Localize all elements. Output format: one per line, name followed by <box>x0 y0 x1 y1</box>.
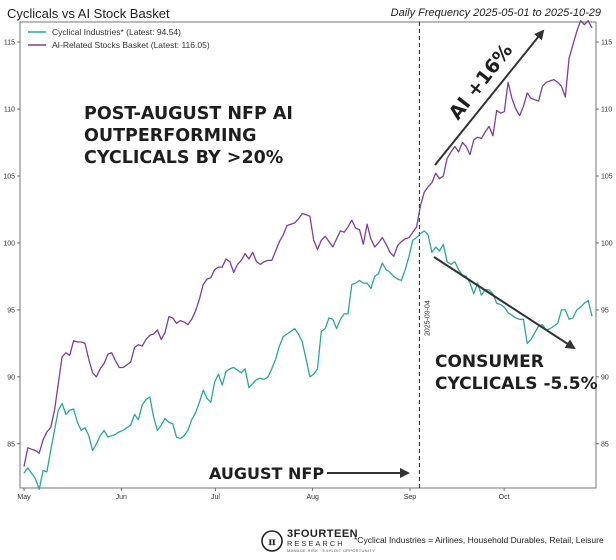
brand-logo-ring <box>261 530 283 552</box>
y-tick-label: 105 <box>601 173 613 180</box>
brand-logo: π 3FOURTEEN RESEARCH MANAGE RISK · EXPLO… <box>261 528 375 553</box>
x-tick-label-aug: Aug <box>306 494 319 501</box>
nfp-date-label: 2025-09-04 <box>424 300 431 336</box>
y-tick-label: 110 <box>4 107 15 114</box>
ai-trend-arrow <box>434 29 545 166</box>
brand-name: 3FOURTEEN <box>287 528 358 540</box>
legend-label-ai: AI-Related Stocks Basket (Latest: 116.05… <box>52 40 210 50</box>
y-tick-label: 95 <box>601 307 609 314</box>
series-line-ai-basket <box>23 20 593 467</box>
y-tick-label: 95 <box>7 307 15 314</box>
y-tick-label: 85 <box>601 441 609 448</box>
ai-gain-label: AI +16% <box>445 40 518 124</box>
footnote: *Cyclical Industries = Airlines, Househo… <box>354 535 604 545</box>
plot-frame <box>19 21 597 489</box>
y-tick-label: 90 <box>601 374 609 381</box>
x-tick-label-jun: Jun <box>116 494 127 501</box>
headline-line-3: CYCLICALS BY >20% <box>84 148 283 168</box>
chart-subtitle: Daily Frequency 2025-05-01 to 2025-10-29 <box>391 7 601 19</box>
y-tick-label: 90 <box>7 374 15 381</box>
chart-title: Cyclicals vs AI Stock Basket <box>7 6 170 21</box>
headline-line-2: OUTPERFORMING <box>84 126 257 146</box>
x-tick-label-jul: Jul <box>211 494 220 501</box>
x-tick-label-oct: Oct <box>499 494 510 501</box>
cyclical-trend-arrow <box>433 256 576 350</box>
y-tick-label: 100 <box>3 240 15 247</box>
y-tick-label: 105 <box>3 173 15 180</box>
legend-label-cyclical: Cyclical Industries* (Latest: 94.54) <box>52 27 181 37</box>
y-tick-label: 110 <box>601 107 612 114</box>
nfp-label: AUGUST NFP <box>209 464 324 483</box>
x-tick-label-sep: Sep <box>404 494 417 501</box>
y-axis: 85 85 90 90 95 95 100 100 105 105 110 110 115 115 <box>3 40 612 449</box>
headline-line-1: POST-AUGUST NFP AI <box>84 104 293 124</box>
y-tick-label: 85 <box>7 441 15 448</box>
cyclical-drop-line-1: CONSUMER <box>435 352 544 372</box>
x-tick-label-may: May <box>17 494 31 501</box>
y-tick-label: 115 <box>4 40 15 47</box>
legend: Cyclical Industries* (Latest: 94.54) AI-… <box>28 27 210 50</box>
brand-tagline: MANAGE RISK · EXPLOIT OPPORTUNITY <box>287 548 375 553</box>
brand-sub: RESEARCH <box>287 539 345 548</box>
series-line-cyclical-industries <box>23 230 593 490</box>
x-axis: May Jun Jul Aug Sep Oct <box>17 488 510 501</box>
brand-logo-pi-icon: π <box>268 537 275 548</box>
y-tick-label: 115 <box>601 40 612 47</box>
y-tick-label: 100 <box>601 240 613 247</box>
cyclical-drop-line-2: CYCLICALS -5.5% <box>435 374 598 394</box>
